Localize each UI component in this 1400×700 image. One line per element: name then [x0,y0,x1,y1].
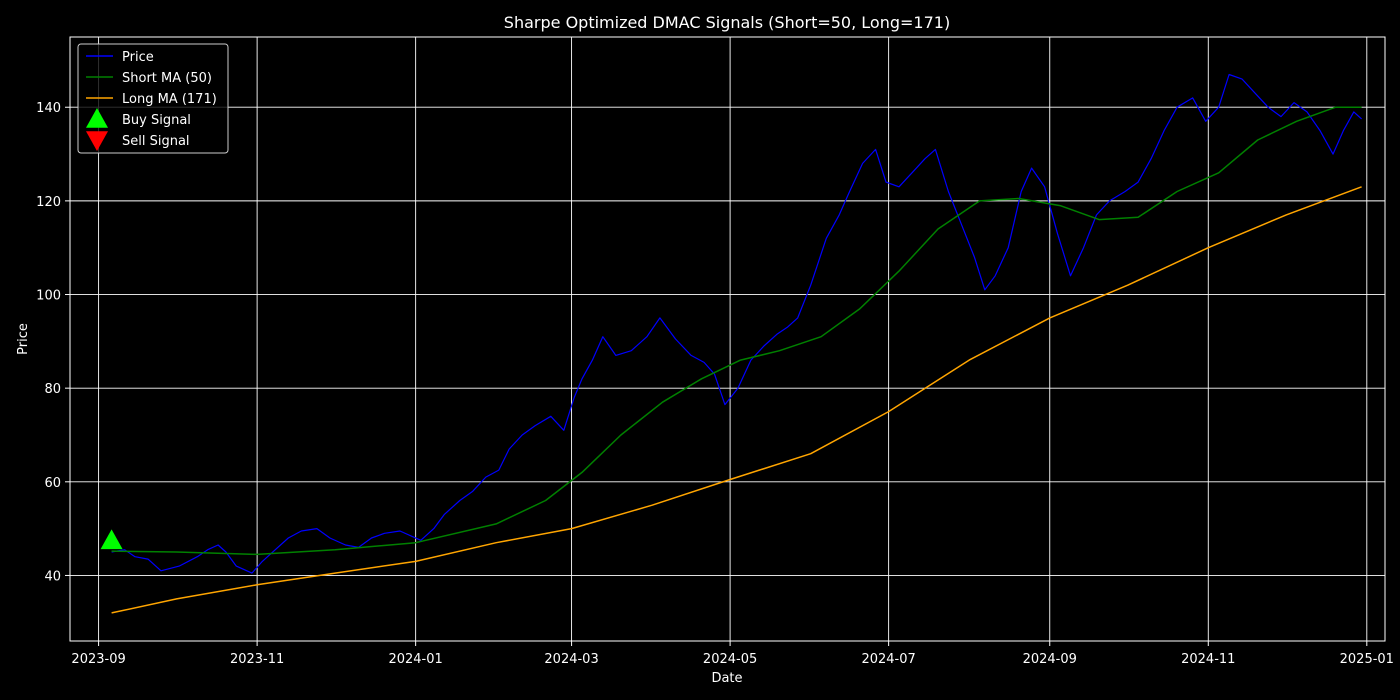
legend-box [77,43,229,154]
short-ma-line [111,106,1362,556]
legend-price-label: Price [122,50,154,65]
x-tick-label: 2025-01 [1340,652,1394,667]
legend: Price Short MA (50) Long MA (171) Buy Signa… [77,43,229,154]
x-tick-label: 2023-09 [71,652,125,667]
legend-sell-signal-swatch [86,131,108,151]
buy-signal-marker [100,529,123,550]
y-tick-label: 100 [36,289,61,304]
y-tick-label: 120 [36,195,61,210]
legend-buy-signal-swatch [86,108,108,128]
legend-buy-signal-label: Buy Signal [122,113,191,128]
price-line [111,73,1363,574]
long-ma-line [111,186,1362,614]
x-tick-label: 2024-03 [544,652,598,667]
y-axis-label: Price [16,323,31,355]
x-tick-label: 2024-01 [388,652,442,667]
signal-markers [100,529,123,550]
x-axis-label: Date [711,671,742,686]
x-tick-label: 2024-09 [1023,652,1077,667]
y-tick-label: 80 [44,382,61,397]
chart-title: Sharpe Optimized DMAC Signals (Short=50,… [504,13,950,32]
y-tick-label: 60 [44,476,61,491]
x-tick-label: 2024-11 [1181,652,1235,667]
x-tick-label: 2024-07 [861,652,915,667]
plot-series [111,73,1363,614]
x-tick-label: 2024-05 [703,652,757,667]
y-axis-ticks: 40 60 80 100 120 140 [36,101,70,584]
legend-long-ma-label: Long MA (171) [122,92,217,107]
legend-sell-signal-label: Sell Signal [122,134,190,149]
y-tick-label: 140 [36,101,61,116]
y-tick-label: 40 [44,569,61,584]
x-tick-label: 2023-11 [230,652,284,667]
grid-lines [70,37,1385,641]
plot-frame [69,36,1386,642]
x-axis-ticks: 2023-09 2023-11 2024-01 2024-03 2024-05 2024-… [71,641,1394,667]
legend-short-ma-label: Short MA (50) [122,71,212,86]
